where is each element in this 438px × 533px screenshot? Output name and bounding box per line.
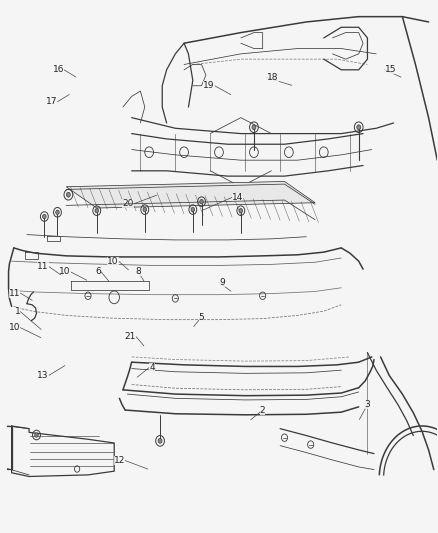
Text: 9: 9 bbox=[219, 278, 225, 287]
Text: 15: 15 bbox=[385, 66, 396, 74]
Text: 10: 10 bbox=[59, 268, 71, 276]
Text: 16: 16 bbox=[53, 66, 64, 74]
Text: 20: 20 bbox=[123, 199, 134, 208]
Circle shape bbox=[56, 210, 59, 214]
Circle shape bbox=[95, 208, 99, 213]
Text: 2: 2 bbox=[260, 406, 265, 415]
Circle shape bbox=[42, 214, 46, 219]
Text: 1: 1 bbox=[14, 307, 20, 316]
Text: 19: 19 bbox=[203, 81, 215, 90]
Circle shape bbox=[158, 439, 162, 443]
Text: 11: 11 bbox=[9, 288, 20, 297]
Text: 8: 8 bbox=[135, 268, 141, 276]
Circle shape bbox=[357, 125, 360, 130]
Circle shape bbox=[200, 199, 203, 204]
Text: 14: 14 bbox=[232, 193, 244, 202]
Circle shape bbox=[239, 208, 243, 213]
Text: 13: 13 bbox=[37, 371, 49, 380]
Text: 10: 10 bbox=[9, 323, 20, 332]
Text: 11: 11 bbox=[37, 262, 49, 271]
Text: 18: 18 bbox=[267, 73, 279, 82]
Circle shape bbox=[35, 433, 38, 437]
Text: 17: 17 bbox=[46, 97, 57, 106]
Text: 5: 5 bbox=[199, 312, 205, 321]
Text: 6: 6 bbox=[95, 268, 101, 276]
Circle shape bbox=[67, 192, 71, 197]
Text: 3: 3 bbox=[364, 400, 370, 409]
Text: 21: 21 bbox=[125, 332, 136, 341]
Text: 10: 10 bbox=[107, 257, 119, 265]
Circle shape bbox=[143, 207, 147, 212]
Circle shape bbox=[252, 125, 256, 130]
Polygon shape bbox=[66, 181, 315, 208]
Text: 12: 12 bbox=[114, 456, 125, 465]
Circle shape bbox=[191, 207, 194, 212]
Text: 4: 4 bbox=[149, 363, 155, 372]
